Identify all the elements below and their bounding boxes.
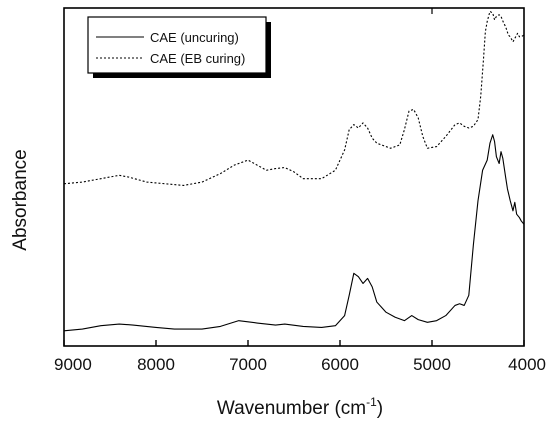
legend: CAE (uncuring) CAE (EB curing) — [87, 16, 271, 78]
x-axis-ticks: 9000 8000 7000 6000 5000 4000 — [54, 8, 546, 374]
x-axis-title-main: Wavenumber (cm — [217, 398, 366, 419]
x-tick-label: 9000 — [54, 355, 92, 374]
plot-frame — [63, 7, 525, 347]
x-tick-label: 6000 — [321, 355, 359, 374]
x-tick-label: 4000 — [508, 355, 546, 374]
legend-label-uncuring: CAE (uncuring) — [150, 30, 239, 45]
series-line-1 — [63, 10, 525, 186]
series-layer — [63, 10, 525, 332]
legend-label-eb-curing: CAE (EB curing) — [150, 51, 245, 66]
x-tick-label: 8000 — [137, 355, 175, 374]
x-tick-label: 7000 — [229, 355, 267, 374]
series-line-0 — [63, 134, 525, 332]
y-axis-title: Absorbance — [10, 149, 31, 250]
legend-box — [87, 16, 267, 74]
x-tick-label: 5000 — [413, 355, 451, 374]
x-axis-title-sup: -1 — [366, 395, 377, 409]
x-axis-title-close: ) — [377, 398, 383, 419]
x-axis-title: Wavenumber (cm-1) — [217, 395, 383, 419]
